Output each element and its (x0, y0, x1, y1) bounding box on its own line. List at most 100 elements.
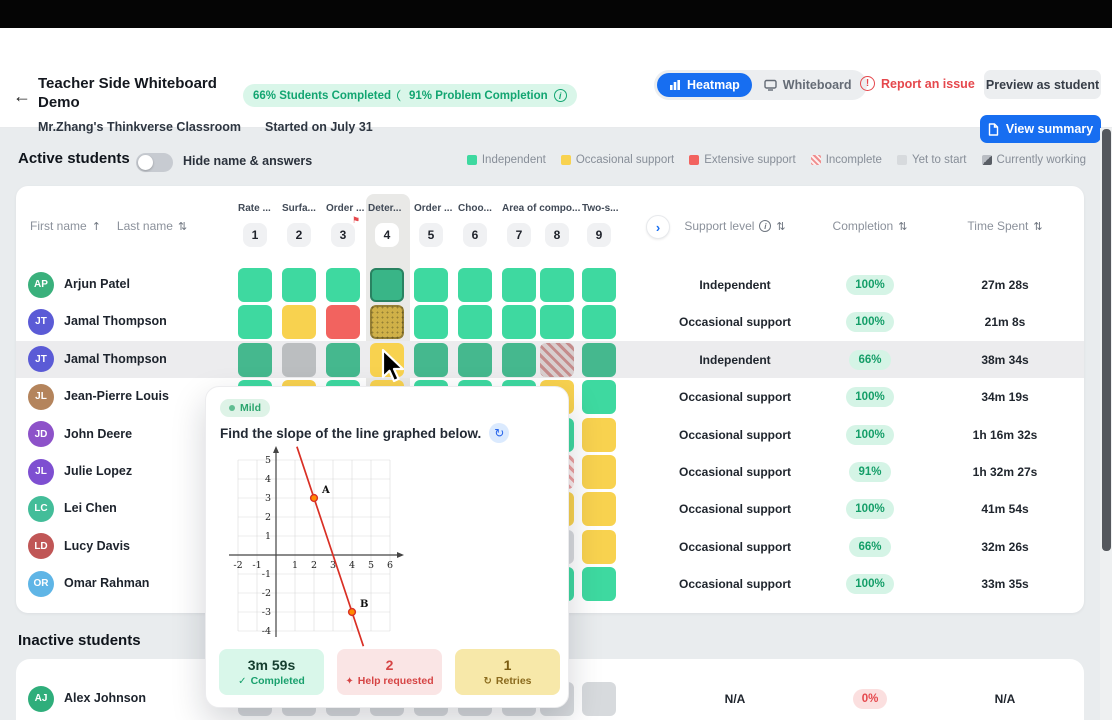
tab-heatmap[interactable]: Heatmap (657, 73, 752, 97)
heatmap-cell[interactable] (582, 529, 616, 564)
heatmap-cell[interactable] (540, 305, 574, 340)
tab-whiteboard[interactable]: Whiteboard (752, 73, 864, 97)
problem-column-header-4[interactable]: 4 (375, 223, 399, 247)
problem-column-header-7[interactable]: 7 (507, 223, 531, 247)
column-group-label[interactable]: Order ... (414, 203, 453, 214)
student-row[interactable]: JT Jamal Thompson Occasional support 100% 21… (16, 303, 1084, 340)
expand-columns-button[interactable]: › (646, 215, 670, 239)
support-level-value: Occasional support (678, 315, 792, 330)
completion-cell: 66% (830, 536, 910, 557)
first-name-header[interactable]: First name (30, 219, 87, 233)
heatmap-cell[interactable] (582, 455, 616, 489)
heatmap-cell[interactable] (414, 268, 448, 302)
heatmap-cell[interactable] (370, 305, 404, 340)
problem-column-header-6[interactable]: 6 (463, 223, 487, 247)
problem-column-header-3[interactable]: 3 ⚑ (331, 216, 360, 247)
heatmap-cell[interactable] (282, 342, 316, 377)
sort-asc-icon[interactable]: ↑ (91, 219, 101, 233)
hide-names-toggle[interactable] (136, 153, 173, 172)
heatmap-cell[interactable] (502, 305, 536, 340)
student-name: Lucy Davis (64, 538, 131, 553)
heatmap-cell[interactable] (414, 342, 448, 377)
column-group-label[interactable]: Deter... (368, 203, 402, 214)
heatmap-cell[interactable] (502, 342, 536, 377)
heatmap-cell[interactable] (238, 342, 272, 377)
problem-column-header-5[interactable]: 5 (419, 223, 443, 247)
heatmap-cell[interactable] (238, 305, 272, 340)
completion-badge: 100% (846, 387, 894, 408)
heatmap-cell[interactable] (540, 342, 574, 377)
problem-column-header-2[interactable]: 2 (287, 223, 311, 247)
heatmap-cell[interactable] (370, 268, 404, 302)
column-group-label[interactable]: Surfa... (282, 203, 316, 214)
heatmap-cell[interactable] (370, 342, 404, 377)
info-icon[interactable]: i (759, 220, 772, 232)
sort-icon[interactable]: ⇅ (177, 219, 188, 233)
heatmap-cell[interactable] (582, 305, 616, 340)
heatmap-cell[interactable] (238, 268, 272, 302)
question-text: Find the slope of the line graphed below… (220, 425, 482, 441)
heatmap-cell[interactable] (582, 567, 616, 602)
svg-text:5: 5 (368, 560, 374, 571)
heatmap-cell[interactable] (414, 305, 448, 340)
completion-header[interactable]: Completion ⇅ (830, 219, 910, 233)
problem-column-header-8[interactable]: 8 (545, 223, 569, 247)
avatar: AP (28, 271, 54, 298)
support-level-value: Occasional support (678, 539, 792, 554)
stat-label-text: Retries (495, 675, 532, 687)
tab-heatmap-label: Heatmap (687, 78, 740, 92)
refresh-icon[interactable]: ↻ (489, 423, 510, 443)
svg-text:1: 1 (265, 531, 271, 542)
completion-header-label: Completion (832, 219, 894, 233)
heatmap-cell[interactable] (282, 305, 316, 340)
sort-icon[interactable]: ⇅ (1033, 219, 1043, 233)
report-issue-button[interactable]: ! Report an issue (860, 76, 975, 91)
column-group-label[interactable]: Area of compo... (502, 203, 580, 214)
view-summary-button[interactable]: View summary (980, 115, 1101, 143)
column-group-label[interactable]: Order ... (326, 203, 365, 214)
support-level-header[interactable]: Support level i ⇅ (635, 219, 835, 233)
sort-icon[interactable]: ⇅ (898, 219, 908, 233)
heatmap-cell[interactable] (326, 342, 360, 377)
last-name-header[interactable]: Last name (116, 219, 173, 233)
heatmap-cell[interactable] (582, 492, 616, 527)
heatmap-cell[interactable] (502, 268, 536, 302)
back-arrow-icon[interactable]: ← (13, 86, 31, 106)
preview-as-student-button[interactable]: Preview as student (984, 70, 1101, 99)
column-group-label[interactable]: Two-s... (582, 203, 619, 214)
heatmap-cell[interactable] (582, 268, 616, 302)
support-level-value: Occasional support (678, 465, 792, 479)
student-row[interactable]: JT Jamal Thompson Independent 66% 38m 34s (16, 340, 1084, 379)
heatmap-cell[interactable] (326, 268, 360, 302)
ext-swatch-icon (689, 155, 700, 165)
whiteboard-icon (764, 79, 777, 91)
support-level-header-label: Support level (684, 219, 755, 233)
completion-cell: 100% (830, 275, 910, 295)
svg-text:A: A (321, 485, 330, 496)
avatar: LC (28, 495, 54, 522)
heatmap-cell[interactable] (326, 305, 360, 340)
column-group-label[interactable]: Rate ... (238, 203, 271, 214)
heatmap-cell[interactable] (282, 268, 316, 302)
sort-icon[interactable]: ⇅ (776, 219, 786, 233)
heatmap-cell[interactable] (582, 682, 616, 716)
heatmap-cell[interactable] (582, 342, 616, 377)
problem-completion-text: 91% Problem Completion (409, 89, 548, 102)
problem-column-header-1[interactable]: 1 (243, 223, 267, 247)
name-column-headers[interactable]: First name ↑ Last name ⇅ (30, 219, 187, 233)
heatmap-cell[interactable] (458, 268, 492, 302)
info-icon[interactable]: i (553, 89, 567, 102)
heatmap-cell[interactable] (582, 417, 616, 452)
heatmap-cell[interactable] (458, 342, 492, 377)
student-row[interactable]: AP Arjun Patel Independent 100% 27m 28s (16, 266, 1084, 303)
heatmap-cell[interactable] (582, 380, 616, 415)
svg-text:B: B (360, 599, 368, 610)
heatmap-cell[interactable] (458, 305, 492, 340)
page-scrollbar-thumb[interactable] (1101, 129, 1111, 551)
column-group-label[interactable]: Choo... (458, 203, 492, 214)
time-spent-header[interactable]: Time Spent ⇅ (945, 219, 1065, 233)
heatmap-cell[interactable] (540, 268, 574, 302)
problem-column-header-9[interactable]: 9 (587, 223, 611, 247)
legend-label: Extensive support (704, 154, 796, 166)
